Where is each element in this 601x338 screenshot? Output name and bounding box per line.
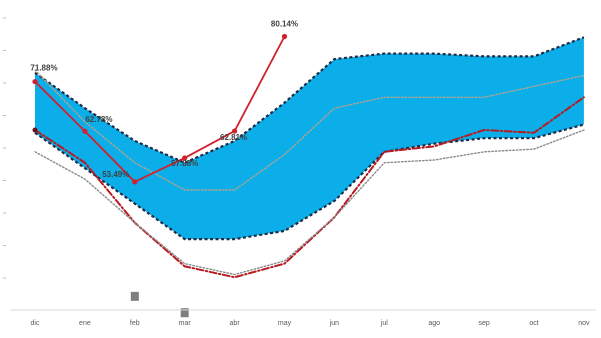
series-layer <box>32 33 585 318</box>
marker-square-0 <box>130 291 139 301</box>
x-tick-label: feb <box>130 320 140 327</box>
band-upper-edge <box>34 36 585 164</box>
label-layer: 71.88% 62.78% 53.49% 57.88% 62.81% 80.14% <box>30 20 298 179</box>
data-label: 71.88% <box>30 64 57 73</box>
x-tick-label: jun <box>329 320 339 327</box>
x-tick-label: sep <box>478 320 489 327</box>
x-tick-label: abr <box>230 320 241 327</box>
data-label: 62.81% <box>220 133 247 142</box>
x-tick-label: mar <box>179 320 192 327</box>
series-line-3 <box>34 129 585 276</box>
series-start-point-2 <box>32 127 38 133</box>
data-label: 57.88% <box>171 159 198 168</box>
series-point-1-4 <box>232 128 238 134</box>
band-lower-edge <box>34 123 585 241</box>
data-label: 62.78% <box>85 115 112 124</box>
x-tick-label: dic <box>31 320 40 327</box>
series-line-0 <box>34 69 585 191</box>
axis-layer: dic ene feb mar abr may jun jul ago sep oct nov <box>3 17 596 327</box>
x-tick-label: ene <box>79 320 91 327</box>
series-point-1-0 <box>32 78 38 85</box>
series-point-1-1 <box>82 128 88 134</box>
x-tick-label: may <box>278 320 292 327</box>
x-tick-label: ago <box>428 320 440 327</box>
data-label: 53.49% <box>102 170 129 179</box>
x-tick-label: nov <box>578 320 590 327</box>
series-line-1 <box>34 35 286 183</box>
band-area <box>35 37 584 240</box>
data-label: 80.14% <box>271 20 298 29</box>
series-line-2 <box>34 96 585 279</box>
x-tick-label: jul <box>380 320 388 327</box>
band-layer <box>34 36 585 241</box>
x-tick-label: oct <box>529 320 538 327</box>
series-point-1-2 <box>132 179 138 185</box>
series-point-1-5 <box>281 33 288 40</box>
marker-square-1 <box>180 308 189 318</box>
series-point-1-3 <box>182 155 188 161</box>
